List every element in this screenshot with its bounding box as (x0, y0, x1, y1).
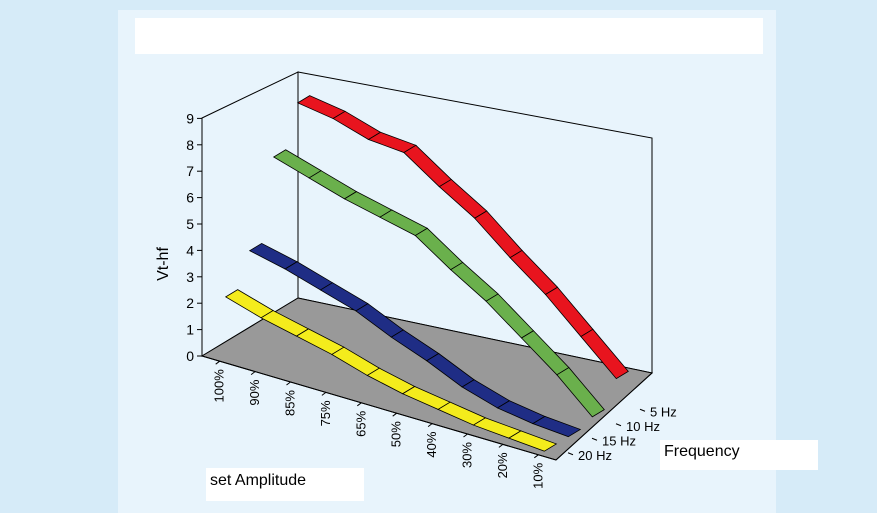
depth-tick-label: 20 Hz (578, 448, 612, 463)
series-segment (332, 110, 382, 140)
depth-tick-mark (591, 437, 598, 441)
series-segment (224, 289, 274, 319)
y-axis-label: Vt-hf (155, 247, 172, 281)
series-segment (485, 293, 535, 339)
y-tick-label: 2 (186, 295, 194, 311)
depth-tick-label: 5 Hz (650, 404, 677, 419)
depth-tick-mark (567, 452, 574, 456)
y-tick-label: 8 (186, 137, 194, 153)
y-tick-label: 0 (186, 348, 194, 364)
series-segment (507, 430, 558, 452)
y-tick-label: 5 (186, 216, 194, 232)
series-segment (296, 95, 346, 120)
x-tick-mark (250, 371, 256, 376)
series-segment (284, 261, 334, 291)
x-tick-label: 90% (247, 379, 262, 405)
series-segment (272, 149, 322, 179)
y-tick-label: 3 (186, 269, 194, 285)
x-tick-mark (463, 433, 468, 438)
series-segment (438, 178, 488, 219)
x-tick-label: 20% (495, 452, 510, 478)
series-segment (556, 367, 605, 418)
x-axis-label: set Amplitude (206, 468, 364, 501)
series-ribbon (272, 149, 605, 418)
x-tick-mark (427, 423, 433, 428)
x-tick-mark (533, 454, 539, 459)
y-tick-label: 6 (186, 190, 194, 206)
depth-tick-mark (615, 423, 622, 427)
series-segment (343, 191, 393, 218)
x-tick-mark (392, 412, 398, 417)
x-tick-label: 75% (318, 400, 333, 426)
x-tick-label: 50% (389, 421, 404, 447)
x-tick-label: 30% (460, 442, 475, 468)
x-tick-mark (286, 381, 291, 386)
depth-axis-label: Frequency (660, 440, 818, 470)
series-segment (474, 210, 523, 259)
series-ribbon (296, 95, 629, 380)
x-tick-label: 85% (283, 390, 298, 416)
series-segment (308, 170, 358, 200)
series-segment (248, 242, 298, 270)
depth-tick-label: 10 Hz (626, 419, 660, 434)
depth-tick-mark (639, 408, 646, 412)
y-tick-label: 9 (186, 110, 194, 126)
series-segment (509, 249, 559, 295)
series-segment (403, 144, 452, 188)
x-axis-line (201, 355, 557, 461)
x-tick-label: 65% (353, 410, 368, 436)
y-tick-label: 7 (186, 163, 194, 179)
series-ribbon (224, 289, 558, 452)
series-segment (580, 328, 629, 380)
series-segment (544, 286, 594, 338)
x-tick-mark (215, 360, 220, 365)
series-segment (414, 227, 464, 271)
series-segment (531, 415, 582, 438)
x-tick-mark (356, 402, 362, 407)
x-tick-mark (498, 443, 504, 448)
series-ribbon (248, 242, 582, 438)
y-tick-label: 4 (186, 242, 194, 258)
series-segment (450, 261, 499, 302)
series-segment (379, 209, 429, 236)
x-tick-label: 40% (424, 431, 439, 457)
x-tick-mark (321, 391, 327, 396)
chart-title-box (135, 18, 763, 54)
x-tick-label: 10% (530, 462, 545, 488)
depth-tick-label: 15 Hz (602, 433, 636, 448)
depth-axis-line (555, 372, 653, 461)
x-tick-label: 100% (212, 369, 227, 403)
y-tick-label: 1 (186, 322, 194, 338)
